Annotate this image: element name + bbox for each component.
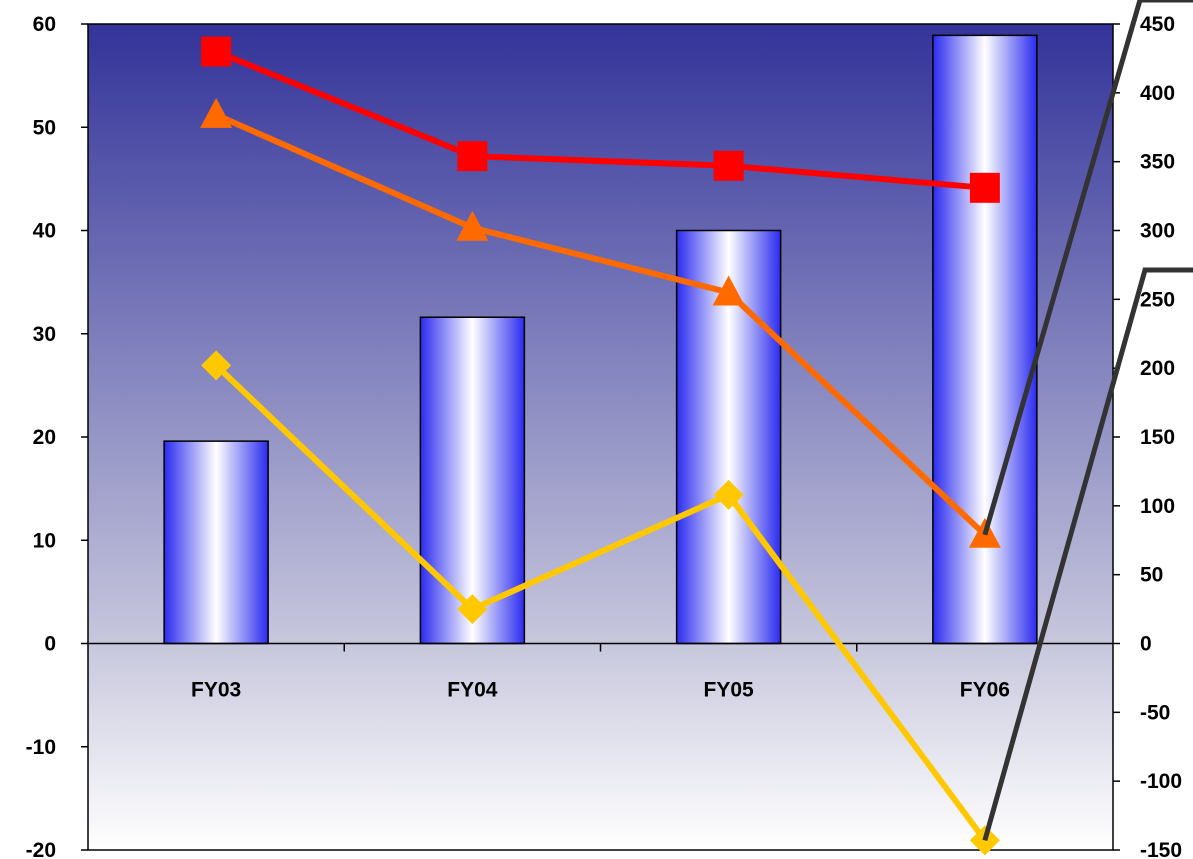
left-axis-label: 60: [33, 13, 56, 36]
right-axis-label: -50: [1140, 701, 1170, 724]
right-axis-label: 250: [1140, 288, 1175, 311]
leader-line-diamond: [982, 267, 1193, 842]
square-marker-fy05: [713, 150, 744, 181]
triangle-marker-fy04: [456, 210, 489, 241]
line-series-square: [201, 36, 1000, 203]
bar-fy03: [163, 440, 269, 645]
right-axis-label: 200: [1140, 357, 1175, 380]
square-marker-fy06: [969, 172, 1000, 203]
diamond-marker-fy04: [457, 594, 488, 625]
leader-lines: [982, 0, 1193, 842]
left-axis-label: 50: [33, 116, 56, 139]
left-axis-label: 20: [33, 426, 56, 449]
right-axis-label: 50: [1140, 564, 1163, 587]
triangle-marker-fy05: [712, 275, 745, 306]
leader-line-triangle: [982, 0, 1193, 536]
left-axis-label: 30: [33, 323, 56, 346]
bar-series: [163, 34, 1038, 645]
left-axis-label: -10: [26, 736, 56, 759]
bar-fy06: [932, 34, 1038, 645]
right-axis-label: 400: [1140, 82, 1175, 105]
axes: [81, 23, 1120, 851]
category-label-fy06: FY06: [960, 679, 1010, 702]
left-axis-label: 40: [33, 220, 56, 243]
left-axis-label: 10: [33, 529, 56, 552]
line-series-group: [200, 36, 1001, 856]
left-axis-label: -20: [26, 839, 56, 859]
right-axis-label: -150: [1140, 839, 1182, 859]
triangle-marker-fy03: [200, 97, 233, 128]
right-axis-label: 100: [1140, 495, 1175, 518]
right-axis-label: 150: [1140, 426, 1175, 449]
series-line-square: [214, 48, 986, 191]
tick-labels: -20-100102030405060-150-100-500501001502…: [26, 13, 1182, 859]
line-series-diamond: [201, 350, 1000, 856]
category-label-fy04: FY04: [447, 679, 498, 702]
series-line-diamond: [214, 363, 988, 843]
category-label-fy05: FY05: [704, 679, 755, 702]
right-axis-label: 350: [1140, 151, 1175, 174]
right-axis-label: 450: [1140, 13, 1175, 36]
right-axis-label: 300: [1140, 220, 1175, 243]
square-marker-fy03: [201, 36, 232, 67]
diamond-marker-fy03: [201, 350, 232, 381]
square-marker-fy04: [457, 141, 488, 172]
category-label-fy03: FY03: [191, 679, 241, 702]
bar-fy04: [419, 316, 526, 645]
diamond-marker-fy05: [713, 479, 744, 510]
right-axis-label: -100: [1140, 770, 1182, 793]
series-line-triangle: [214, 112, 987, 537]
right-axis-label: 0: [1140, 633, 1152, 656]
left-axis-label: 0: [44, 633, 56, 656]
